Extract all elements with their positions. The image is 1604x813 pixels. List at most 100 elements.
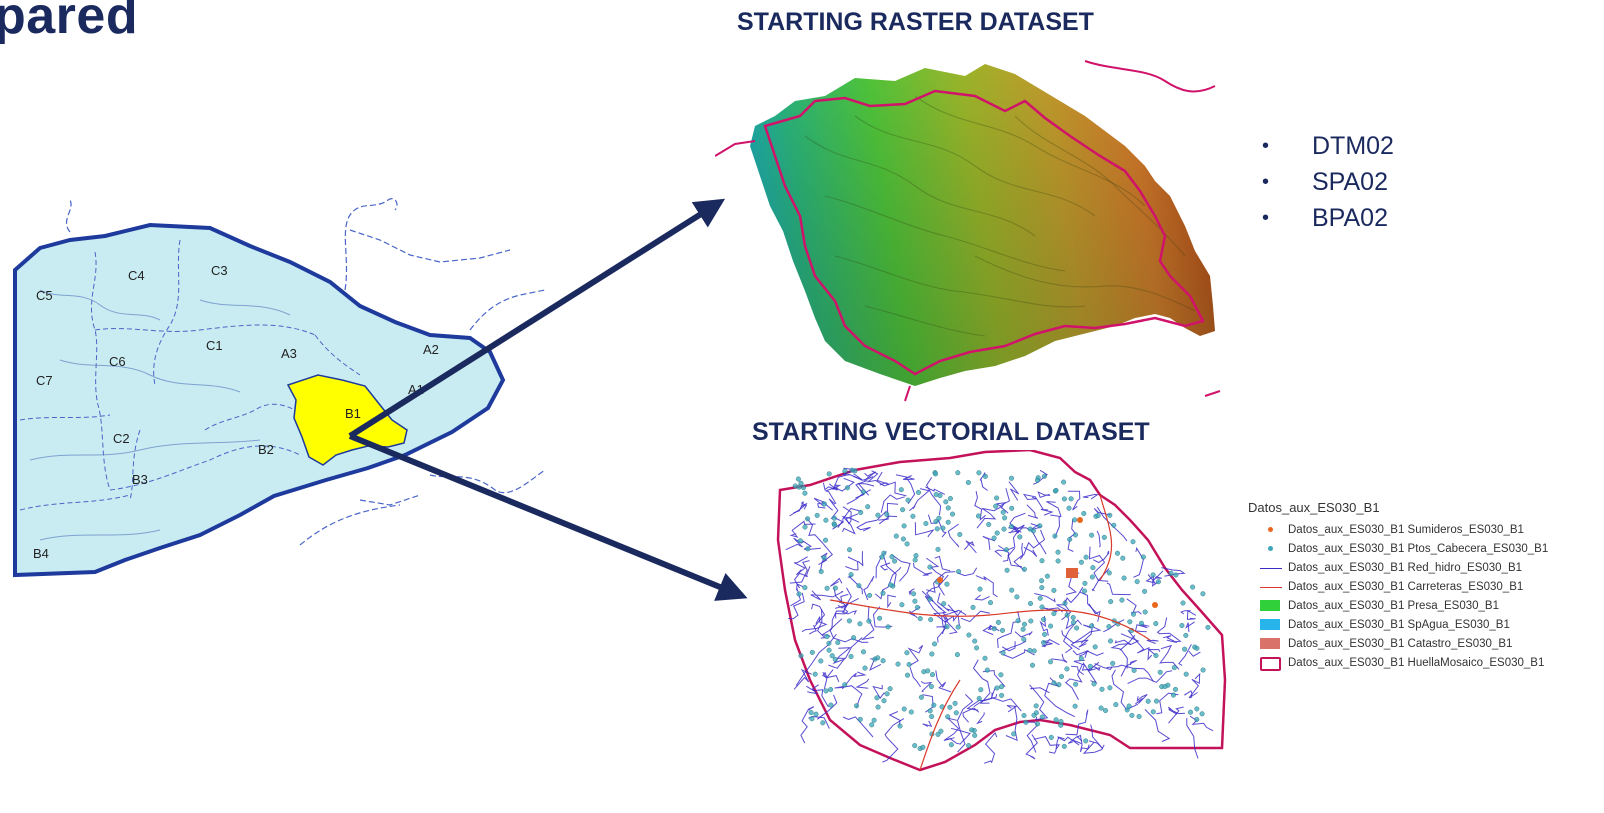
river-segment [875,566,902,600]
legend-item: Datos_aux_ES030_B1 SpAgua_ES030_B1 [1248,615,1548,634]
headwater-point [912,598,918,604]
headwater-point [1099,686,1105,692]
zone-label-b3: B3 [132,472,148,487]
headwater-point [1200,591,1206,597]
legend-item-label: Datos_aux_ES030_B1 Carreteras_ES030_B1 [1288,580,1524,593]
headwater-point [1119,597,1125,603]
river-segment [956,694,974,753]
river-segment [1144,709,1171,742]
river-segment [1134,693,1148,705]
headwater-point [893,533,899,539]
headwater-point [1009,587,1015,593]
headwater-point [1091,681,1097,687]
headwater-point [1154,698,1160,704]
river-segment [1159,644,1180,670]
river-segment [920,681,933,693]
headwater-point [1021,636,1027,642]
headwater-point [906,661,912,667]
headwater-point [974,645,980,651]
zone-label-c7: C7 [36,373,53,388]
headwater-point [1111,522,1117,528]
river-segment [1133,546,1144,578]
headwater-point [1033,703,1039,709]
river-segment [905,476,916,505]
headwater-point [889,554,895,560]
headwater-point [798,480,804,486]
fill-symbol-icon [1260,599,1282,612]
headwater-point [928,683,934,689]
river-segment [837,637,863,659]
river-segment [822,482,838,491]
headwater-point [1131,667,1137,673]
headwater-point [795,476,801,482]
headwater-point [867,592,873,598]
headwater-point [888,582,894,588]
headwater-point [953,710,959,716]
headwater-point [846,618,852,624]
headwater-point [823,688,829,694]
legend-item: Datos_aux_ES030_B1 Presa_ES030_B1 [1248,596,1548,615]
headwater-point [857,716,863,722]
river-segment [813,497,827,509]
river-segment [1067,490,1081,511]
headwater-point [914,604,920,610]
headwater-point [904,541,910,547]
headwater-point [1107,512,1113,518]
headwater-point [881,550,887,556]
headwater-point [1205,624,1211,630]
zone-label-b4: B4 [33,546,49,561]
river-segment [1072,650,1089,657]
slide-title: pared [0,0,139,45]
river-segment [811,603,826,628]
river-segment [841,671,867,690]
legend-item-label: Datos_aux_ES030_B1 Ptos_Cabecera_ES030_B… [1288,542,1549,555]
headwater-point [860,649,866,655]
raster-dem-image [715,60,1221,402]
river-segment [963,540,977,554]
headwater-point [1031,712,1037,718]
headwater-point [1037,595,1043,601]
headwater-point [1083,554,1089,560]
headwater-point [1068,496,1074,502]
headwater-point [1000,509,1006,515]
headwater-point [1064,666,1070,672]
headwater-point [1113,702,1119,708]
river-segment [1188,672,1201,699]
headwater-point [872,656,878,662]
river-segment [926,477,942,516]
headwater-point [917,616,923,622]
river-segment [822,671,840,682]
headwater-point [1078,655,1084,661]
river-segment [1084,650,1104,658]
river-segment [808,624,817,635]
river-segment [1013,543,1026,572]
river-segment [790,583,804,607]
headwater-point [832,522,838,528]
headwater-point [918,694,924,700]
headwater-point [1092,644,1098,650]
headwater-point [812,671,818,677]
river-segment [1057,736,1082,746]
river-segment [789,560,810,584]
headwater-point [809,649,815,655]
headwater-point [823,517,829,523]
headwater-point [1053,717,1059,723]
river-segment [807,684,819,695]
headwater-point [1056,682,1062,688]
legend-item: Datos_aux_ES030_B1 Carreteras_ES030_B1 [1248,577,1548,596]
legend-item-label: Datos_aux_ES030_B1 HuellaMosaico_ES030_B… [1288,656,1545,669]
headwater-point [929,672,935,678]
river-segment [845,556,859,571]
river-segment [1096,530,1101,548]
headwater-point [1173,686,1179,692]
river-segment [947,604,960,626]
river-segment [1152,570,1164,582]
headwater-point [853,703,859,709]
headwater-point [1066,505,1072,511]
river-segment [806,517,834,563]
river-segment [1082,493,1099,500]
fill-symbol-icon [1260,618,1282,631]
headwater-point [977,586,983,592]
headwater-point [933,518,939,524]
river-segment [822,669,834,690]
